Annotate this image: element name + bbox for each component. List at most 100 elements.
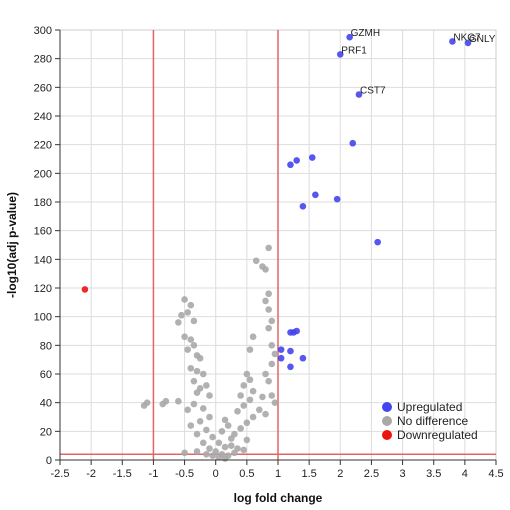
gene-label: PRF1	[341, 45, 367, 56]
point-no-difference	[159, 400, 167, 408]
point-no-difference	[193, 430, 201, 438]
axes: -2.5 -2 -1.5 -1 -0.5 0 0.5 1 1.5 2 2.5 3 3.5 4 4.5 0 20 4…	[34, 25, 504, 480]
point-no-difference	[178, 311, 185, 319]
point-no-difference	[221, 416, 229, 424]
legend-label: Downregulated	[397, 428, 478, 442]
point-no-difference	[215, 453, 223, 461]
point-no-difference	[246, 376, 254, 384]
x-tick-label: -0.5	[175, 468, 194, 480]
y-tick-label: 0	[46, 455, 52, 467]
x-tick-label: 1.5	[301, 468, 316, 480]
legend-marker	[382, 430, 392, 440]
point-downregulated	[81, 286, 89, 293]
point-no-difference	[256, 406, 263, 414]
point-no-difference	[268, 342, 276, 349]
point-no-difference	[181, 296, 188, 303]
point-no-difference	[268, 392, 276, 399]
point-upregulated	[299, 203, 307, 210]
point-no-difference	[268, 317, 276, 325]
point-no-difference	[199, 405, 207, 412]
point-no-difference	[234, 407, 241, 415]
point-no-difference	[190, 317, 198, 325]
y-tick-label: 60	[40, 369, 52, 381]
point-no-difference	[209, 433, 216, 441]
y-tick-label: 200	[34, 168, 52, 180]
point-upregulated	[308, 154, 316, 161]
point-no-difference	[221, 443, 229, 451]
point-no-difference	[249, 333, 257, 341]
point-upregulated	[336, 51, 344, 58]
point-no-difference	[181, 449, 188, 457]
gene-label: GZMH	[351, 28, 380, 39]
y-axis-title: -log10(adj p-value)	[5, 192, 19, 298]
point-no-difference	[265, 306, 272, 313]
y-tick-label: 100	[34, 312, 52, 324]
y-tick-label: 300	[34, 25, 52, 37]
point-upregulated	[355, 91, 363, 98]
point-no-difference	[265, 244, 272, 252]
y-tick-label: 180	[34, 197, 52, 209]
point-upregulated	[287, 347, 294, 355]
x-tick-label: 2.5	[364, 468, 379, 480]
point-upregulated	[293, 157, 300, 164]
y-tick-label: 40	[40, 398, 52, 410]
point-no-difference	[190, 377, 198, 385]
point-no-difference	[246, 396, 254, 404]
point-no-difference	[193, 389, 201, 396]
x-tick-label: 0	[213, 468, 219, 480]
point-no-difference	[243, 436, 251, 444]
point-no-difference	[206, 413, 213, 421]
point-no-difference	[243, 370, 251, 378]
legend-marker	[382, 402, 392, 412]
point-upregulated	[277, 354, 285, 362]
point-upregulated	[287, 363, 294, 371]
point-no-difference	[271, 350, 279, 358]
threshold-lines	[60, 30, 496, 460]
legend-marker	[382, 416, 392, 426]
point-no-difference	[175, 319, 182, 326]
point-upregulated	[449, 38, 456, 45]
point-upregulated	[464, 39, 472, 47]
point-no-difference	[190, 342, 198, 349]
point-no-difference	[181, 333, 188, 341]
point-no-difference	[187, 422, 195, 429]
point-no-difference	[203, 382, 210, 389]
point-no-difference	[271, 399, 279, 406]
point-no-difference	[237, 425, 244, 432]
point-upregulated	[287, 161, 294, 169]
point-no-difference	[184, 309, 191, 316]
point-no-difference	[265, 290, 272, 298]
data-points	[81, 33, 472, 462]
point-no-difference	[175, 397, 182, 405]
x-axis-title: log fold change	[234, 491, 323, 505]
y-tick-label: 80	[40, 340, 52, 352]
point-no-difference	[206, 445, 213, 452]
point-no-difference	[262, 410, 269, 418]
point-no-difference	[227, 435, 235, 442]
point-no-difference	[190, 400, 198, 408]
point-no-difference	[140, 402, 148, 409]
point-upregulated	[312, 191, 319, 199]
point-no-difference	[199, 439, 207, 447]
y-tick-label: 140	[34, 254, 52, 266]
point-upregulated	[299, 354, 307, 362]
x-tick-label: 4.5	[488, 468, 503, 480]
point-upregulated	[293, 327, 300, 335]
point-no-difference	[240, 382, 248, 389]
y-tick-label: 280	[34, 54, 52, 66]
point-no-difference	[265, 324, 272, 332]
point-no-difference	[187, 301, 195, 309]
x-tick-label: -1.5	[113, 468, 132, 480]
point-no-difference	[193, 448, 201, 455]
point-no-difference	[218, 428, 226, 435]
x-tick-label: -2	[86, 468, 96, 480]
point-no-difference	[243, 419, 251, 427]
point-upregulated	[333, 195, 341, 203]
y-tick-label: 160	[34, 226, 52, 238]
point-no-difference	[203, 450, 210, 458]
y-tick-label: 260	[34, 82, 52, 94]
point-no-difference	[224, 422, 232, 429]
